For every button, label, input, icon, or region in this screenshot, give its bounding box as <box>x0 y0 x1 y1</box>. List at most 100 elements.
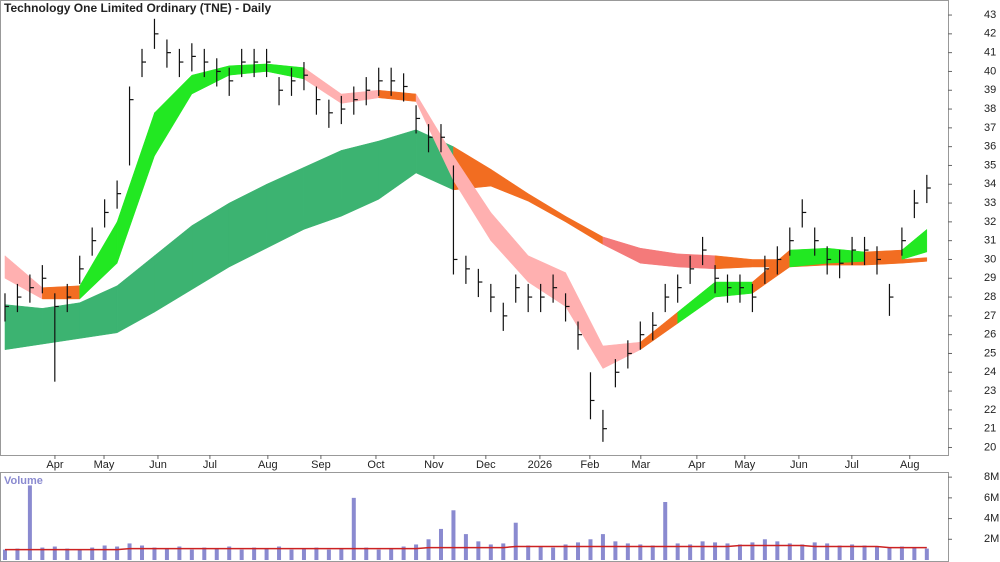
volume-bar <box>775 541 780 560</box>
y-tick-label: 21 <box>984 423 996 435</box>
y-tick-label: 39 <box>984 84 996 96</box>
volume-bar <box>40 547 45 560</box>
volume-bar <box>414 544 419 560</box>
y-tick-label: 22 <box>984 404 996 416</box>
volume-bar <box>688 544 693 560</box>
band-segment <box>116 112 155 264</box>
volume-bar <box>177 546 182 560</box>
band-segment <box>490 168 529 202</box>
y-tick-label: 27 <box>984 310 996 322</box>
band-segment <box>266 166 305 249</box>
volume-bar <box>15 548 20 560</box>
y-tick-label: 35 <box>984 159 996 171</box>
band-segment <box>901 257 928 264</box>
x-tick-label: Oct <box>367 459 384 471</box>
band-segment <box>191 65 230 95</box>
y-tick-label: 33 <box>984 197 996 209</box>
band-segment <box>378 129 417 200</box>
band-segment <box>864 249 903 262</box>
volume-bar <box>189 549 194 560</box>
band-segment <box>565 272 604 370</box>
volume-bar <box>102 545 107 560</box>
band-segment <box>378 89 417 102</box>
y-tick-label: 40 <box>984 65 996 77</box>
volume-bar <box>625 543 630 560</box>
y-tick-label: 31 <box>984 235 996 247</box>
band-segment <box>303 67 342 104</box>
volume-bar <box>289 549 294 560</box>
volume-bar <box>787 543 792 560</box>
x-tick-label: Jul <box>845 459 859 471</box>
band-segment <box>303 150 342 230</box>
x-tick-label: Sep <box>311 459 331 471</box>
band-segment <box>602 236 641 264</box>
volume-bar <box>488 544 493 560</box>
volume-bar <box>476 541 481 560</box>
volume-bar <box>214 548 219 560</box>
volume-bar <box>588 539 593 560</box>
x-tick-label: 2026 <box>528 459 552 471</box>
volume-bar <box>202 547 207 560</box>
volume-bar <box>513 522 518 560</box>
band-segment <box>116 255 155 334</box>
volume-bar <box>376 549 381 560</box>
y-tick-label: 4M <box>984 512 999 524</box>
band-segment <box>42 285 80 300</box>
volume-bar <box>389 548 394 560</box>
volume-bar <box>239 549 244 560</box>
volume-bar <box>2 549 7 560</box>
volume-bar <box>252 547 257 560</box>
volume-bar <box>850 544 855 560</box>
band-segment <box>714 281 753 298</box>
volume-bar <box>301 548 306 560</box>
volume-bar <box>227 546 232 560</box>
volume-bar <box>401 546 406 560</box>
band-segment <box>602 341 641 369</box>
y-tick-label: 38 <box>984 103 996 115</box>
volume-bar <box>837 545 842 560</box>
y-tick-label: 23 <box>984 385 996 397</box>
volume-bar <box>264 548 269 560</box>
volume-bar <box>326 549 331 560</box>
volume-bar <box>164 548 169 560</box>
volume-bar <box>65 548 70 560</box>
volume-bar <box>90 547 95 560</box>
volume-bar <box>800 544 805 560</box>
band-segment <box>826 247 865 264</box>
band-segment <box>640 311 678 351</box>
band-segment <box>42 302 80 345</box>
volume-bar <box>874 546 879 560</box>
band-segment <box>266 63 305 80</box>
volume-bar <box>538 546 543 560</box>
volume-bar <box>426 539 431 560</box>
y-tick-label: 41 <box>984 47 996 59</box>
y-tick-label: 26 <box>984 329 996 341</box>
band-segment <box>228 183 267 268</box>
band-segment <box>191 202 230 290</box>
y-tick-label: 28 <box>984 291 996 303</box>
band-segment <box>901 228 928 260</box>
x-tick-label: Dec <box>476 459 496 471</box>
volume-bar <box>351 497 356 560</box>
volume-bar <box>576 542 581 560</box>
y-tick-label: 24 <box>984 366 996 378</box>
x-tick-label: Nov <box>424 459 444 471</box>
volume-bar <box>526 545 531 560</box>
y-tick-label: 25 <box>984 347 996 359</box>
volume-bar <box>700 541 705 560</box>
volume-bar <box>27 485 32 560</box>
band-segment <box>527 255 566 307</box>
x-tick-label: Aug <box>900 459 920 471</box>
volume-bar <box>887 547 892 560</box>
x-tick-label: Apr <box>46 459 63 471</box>
volume-bar <box>675 543 680 560</box>
band-segment <box>154 74 193 157</box>
chart-title: Technology One Limited Ordinary (TNE) - … <box>4 1 271 15</box>
x-tick-label: Feb <box>580 459 599 471</box>
x-tick-label: Jun <box>149 459 167 471</box>
x-tick-label: Jul <box>203 459 217 471</box>
y-tick-label: 36 <box>984 141 996 153</box>
y-tick-label: 34 <box>984 178 996 190</box>
volume-bar <box>77 549 82 560</box>
volume-bar <box>725 543 730 560</box>
